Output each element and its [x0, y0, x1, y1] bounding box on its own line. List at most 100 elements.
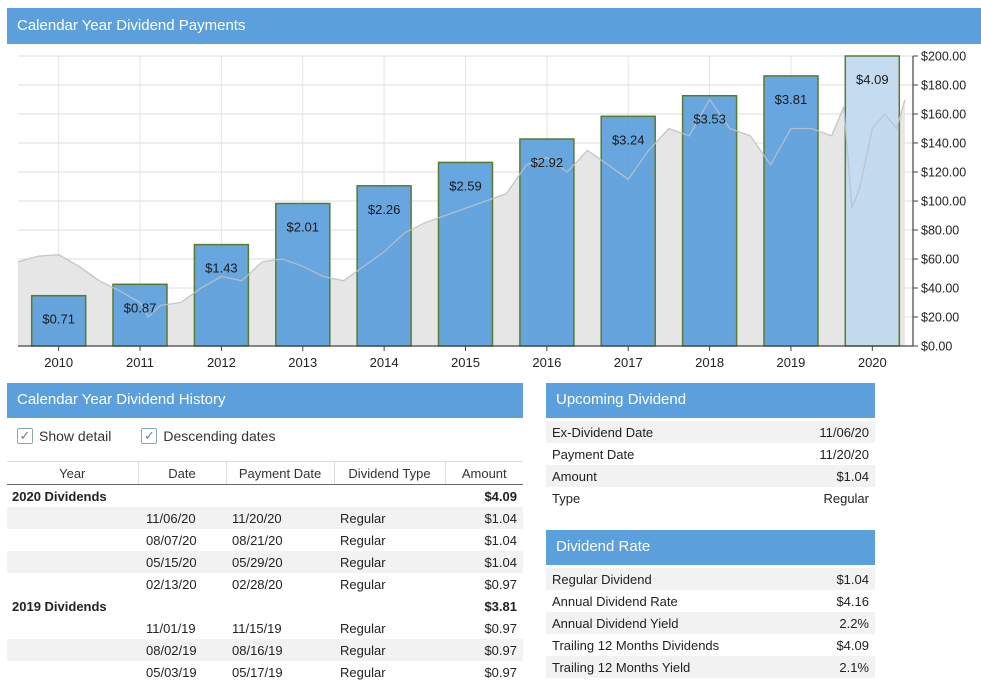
bar-2010[interactable] [30, 294, 87, 347]
dividend-rate-table: Regular Dividend $1.04 Annual Dividend Rat… [546, 568, 875, 678]
bar-2011[interactable] [112, 283, 168, 347]
x-tick-label: 2010 [44, 355, 73, 370]
bar-2015[interactable] [437, 161, 494, 347]
row-label: Ex-Dividend Date [546, 421, 759, 443]
row-label: Payment Date [552, 446, 635, 462]
cell-type [334, 595, 445, 617]
cell-payment: 11/15/19 [232, 620, 282, 636]
upcoming-dividend-table: Ex-Dividend Date 11/06/20 Payment Date 11/2… [546, 421, 875, 509]
dividend-rate-title: Dividend Rate [546, 530, 875, 565]
row-label: Annual Dividend Rate [552, 593, 678, 609]
row-label: Regular Dividend [546, 568, 810, 590]
column-header-date[interactable]: Date [137, 461, 226, 485]
bar-2019[interactable] [763, 75, 819, 347]
row-value: $4.16 [836, 593, 869, 609]
row-label: Annual Dividend Yield [546, 612, 810, 634]
descending-dates-checkbox[interactable]: ✓ Descending dates [141, 428, 275, 444]
cell-year [7, 617, 138, 639]
cell-year [7, 507, 138, 529]
history-title: Calendar Year Dividend History [7, 383, 523, 418]
rate-row: Annual Dividend Yield 2.2% [546, 612, 875, 634]
cell-type: Regular [334, 551, 445, 573]
x-tick-label: 2018 [695, 355, 724, 370]
x-tick-label: 2017 [614, 355, 643, 370]
cell-amount: $0.97 [484, 620, 517, 636]
row-value: 2.2% [809, 612, 875, 634]
cell-type: Regular [334, 507, 445, 529]
row-value: $1.04 [758, 465, 875, 487]
show-detail-checkbox[interactable]: ✓ Show detail [17, 428, 111, 444]
x-tick-label: 2011 [126, 355, 154, 370]
row-value: 11/20/20 [819, 446, 869, 462]
cell-date [138, 485, 226, 508]
cell-year: 2019 Dividends [12, 598, 107, 614]
cell-year: 2020 Dividends [12, 488, 107, 504]
checkmark-icon: ✓ [17, 428, 33, 444]
bar-2017[interactable] [600, 115, 656, 347]
bar-2016[interactable] [519, 138, 575, 347]
show-detail-label: Show detail [39, 428, 112, 444]
cell-date: 05/03/19 [146, 664, 197, 680]
table-row: 05/03/19 05/17/19 Regular $0.97 [7, 661, 523, 683]
history-options: ✓ Show detail ✓ Descending dates [17, 428, 305, 444]
y-tick-label: $0.00 [921, 340, 952, 354]
cell-year [7, 661, 138, 683]
table-row: 08/02/19 08/16/19 Regular $0.97 [7, 639, 523, 661]
cell-payment: 08/21/20 [232, 532, 283, 548]
bar-2012[interactable] [193, 243, 250, 347]
cell-amount: $0.97 [445, 639, 523, 661]
chart-title: Calendar Year Dividend Payments [7, 8, 981, 44]
cell-payment: 11/20/20 [226, 507, 334, 529]
column-header-dividend-type[interactable]: Dividend Type [333, 461, 445, 485]
row-value: 2.1% [809, 656, 875, 678]
cell-amount: $1.04 [445, 507, 523, 529]
y-tick-label: $140.00 [921, 137, 966, 151]
y-tick-label: $200.00 [921, 50, 966, 64]
column-header-year[interactable]: Year [7, 461, 138, 485]
cell-payment: 05/17/19 [232, 664, 283, 680]
cell-type: Regular [340, 664, 386, 680]
cell-type: Regular [340, 620, 386, 636]
y-tick-label: $20.00 [921, 311, 959, 325]
y-tick-label: $180.00 [921, 79, 966, 93]
y-tick-label: $100.00 [921, 195, 966, 209]
cell-amount: $3.81 [484, 598, 517, 614]
table-row: 11/06/20 11/20/20 Regular $1.04 [7, 507, 523, 529]
cell-payment: 02/28/20 [232, 576, 283, 592]
column-header-amount[interactable]: Amount [444, 461, 523, 485]
bar-value-label: $0.71 [42, 312, 75, 327]
price-line [17, 98, 906, 319]
column-header-payment-date[interactable]: Payment Date [225, 461, 334, 485]
row-value: $1.04 [809, 568, 875, 590]
year-group-row: 2019 Dividends $3.81 [7, 595, 523, 617]
cell-payment: 08/16/19 [226, 639, 334, 661]
upcoming-dividend-title: Upcoming Dividend [546, 383, 875, 418]
bar-2020[interactable] [844, 55, 901, 347]
y-tick-label: $160.00 [921, 108, 966, 122]
dividend-chart: $0.71 $0.87 $1.43 $2.01 $2.26 $2.59 $2.92 $3.24… [17, 50, 966, 370]
cell-payment [226, 595, 334, 617]
table-row: 02/13/20 02/28/20 Regular $0.97 [7, 573, 523, 595]
table-row: 05/15/20 05/29/20 Regular $1.04 [7, 551, 523, 573]
x-tick-label: 2019 [776, 355, 805, 370]
bar-value-label: $0.87 [124, 300, 157, 315]
x-tick-label: 2020 [858, 355, 887, 370]
bar-value-label: $2.59 [449, 178, 482, 193]
y-tick-label: $80.00 [921, 224, 959, 238]
cell-date: 05/15/20 [138, 551, 226, 573]
cell-type: Regular [340, 532, 386, 548]
descending-dates-label: Descending dates [163, 428, 276, 444]
bar-value-label: $3.24 [612, 132, 645, 147]
cell-date: 08/02/19 [138, 639, 226, 661]
cell-date: 02/13/20 [146, 576, 197, 592]
row-label: Amount [546, 465, 759, 487]
cell-payment [226, 485, 334, 508]
table-row: 11/01/19 11/15/19 Regular $0.97 [7, 617, 523, 639]
bar-value-label: $3.81 [775, 92, 808, 107]
row-label: Type [552, 490, 581, 506]
y-tick-label: $40.00 [921, 282, 959, 296]
cell-type: Regular [340, 576, 386, 592]
rate-row: Regular Dividend $1.04 [546, 568, 875, 590]
bar-2018[interactable] [681, 94, 738, 347]
bar-value-label: $4.09 [856, 72, 889, 87]
